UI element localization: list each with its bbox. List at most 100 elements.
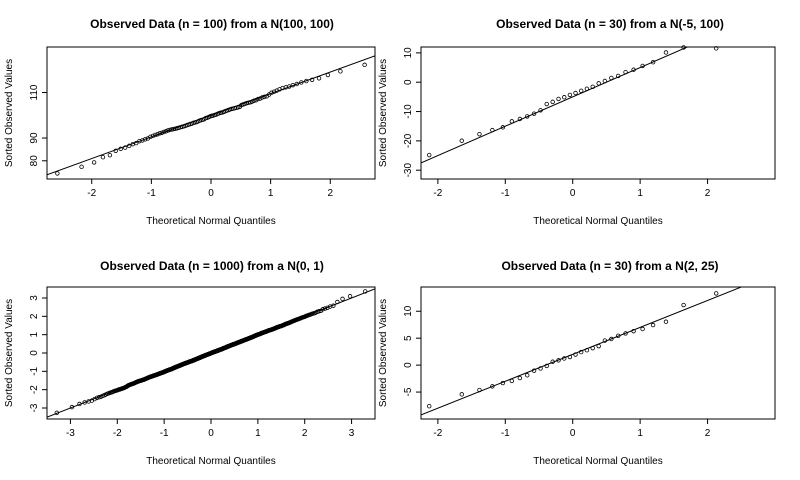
qq-point xyxy=(157,131,162,136)
qq-point xyxy=(609,75,614,81)
qq-point xyxy=(262,94,267,100)
qq-point xyxy=(500,380,506,386)
qq-point xyxy=(544,363,549,369)
x-tick-label: 0 xyxy=(208,428,214,439)
x-tick-label: 2 xyxy=(302,428,308,439)
qq-point xyxy=(640,63,645,69)
qq-point xyxy=(161,129,167,135)
qq-point xyxy=(309,77,315,82)
qq-point xyxy=(143,137,148,142)
y-tick-label: 10 xyxy=(403,305,414,317)
plot-frame xyxy=(46,46,376,180)
qq-point xyxy=(320,307,326,312)
y-axis-label: Sorted Observed Values xyxy=(4,299,15,407)
x-axis-label: Theoretical Normal Quantiles xyxy=(146,456,276,467)
qq-point xyxy=(271,89,277,94)
qq-point xyxy=(150,133,156,139)
y-tick-label: 2 xyxy=(29,313,40,319)
qq-point xyxy=(260,95,265,100)
qq-point xyxy=(477,387,482,393)
qq-point xyxy=(459,138,465,143)
qq-point xyxy=(623,69,628,75)
qq-point xyxy=(615,333,621,339)
qq-point xyxy=(573,352,578,357)
plot-title: Observed Data (n = 30) from a N(-5, 100) xyxy=(496,17,724,31)
x-tick-label: -3 xyxy=(66,428,75,439)
qq-point xyxy=(538,108,543,113)
y-tick-label: -5 xyxy=(403,387,414,396)
qq-point xyxy=(294,81,300,87)
x-tick-label: 1 xyxy=(637,188,643,199)
y-tick-label: 0 xyxy=(403,362,414,368)
x-tick-label: 0 xyxy=(208,188,214,199)
qq-point xyxy=(94,395,100,400)
qq-point xyxy=(427,152,432,158)
x-axis-label: Theoretical Normal Quantiles xyxy=(146,216,276,227)
y-tick-label: 0 xyxy=(403,79,414,85)
qq-point xyxy=(477,131,482,137)
y-tick-label: 0 xyxy=(29,350,40,356)
qq-point xyxy=(556,96,561,102)
qq-point xyxy=(257,96,263,101)
qq-point xyxy=(567,92,573,98)
qq-plot-4: Observed Data (n = 30) from a N(2, 25) -2… xyxy=(378,259,776,467)
qq-point xyxy=(148,134,153,139)
y-tick-label: -20 xyxy=(403,133,414,148)
qq-point xyxy=(490,384,495,389)
y-tick-label: 110 xyxy=(29,84,40,100)
y-tick-label: 3 xyxy=(29,295,40,301)
qq-plot-1: Observed Data (n = 100) from a N(100, 10… xyxy=(4,17,376,227)
qq-point xyxy=(427,404,432,409)
qq-point xyxy=(299,80,304,85)
qq-point xyxy=(681,45,686,50)
qq-point xyxy=(596,81,601,86)
qq-point xyxy=(113,148,118,153)
qq-point xyxy=(459,392,465,397)
qq-reference-line xyxy=(421,47,689,164)
qq-point xyxy=(155,132,160,137)
x-tick-label: -1 xyxy=(160,428,169,439)
y-tick-label: 10 xyxy=(403,47,414,59)
qq-point xyxy=(165,128,171,133)
qq-point xyxy=(631,67,636,72)
qq-point xyxy=(325,72,331,78)
x-tick-label: 1 xyxy=(268,188,274,199)
qq-point xyxy=(609,336,614,342)
qq-point xyxy=(290,82,296,88)
x-tick-label: 0 xyxy=(570,188,576,199)
y-tick-label: 80 xyxy=(29,155,40,167)
qq-point xyxy=(304,78,309,84)
qq-point xyxy=(714,291,719,296)
x-tick-label: -1 xyxy=(501,188,510,199)
qq-point xyxy=(650,60,656,65)
qq-point xyxy=(562,356,567,361)
qq-point xyxy=(338,69,343,74)
x-tick-label: 0 xyxy=(570,428,576,439)
qq-point xyxy=(509,378,515,384)
qq-point xyxy=(79,164,84,170)
qq-point xyxy=(602,78,608,84)
qq-point xyxy=(556,358,561,363)
qq-point xyxy=(525,373,530,378)
qq-points xyxy=(54,289,368,416)
qq-point xyxy=(316,309,322,314)
x-tick-label: -1 xyxy=(501,428,510,439)
qq-point xyxy=(590,345,595,351)
y-tick-label: -1 xyxy=(29,366,40,375)
qq-point xyxy=(531,111,537,116)
x-tick-label: 3 xyxy=(349,428,355,439)
qq-point xyxy=(269,90,274,95)
qq-point xyxy=(663,319,669,324)
qq-point xyxy=(573,90,578,96)
qq-point xyxy=(584,348,590,353)
qq-point xyxy=(77,401,82,407)
qq-point xyxy=(335,299,340,305)
qq-point xyxy=(490,127,495,133)
qq-point xyxy=(650,322,656,328)
qq-point xyxy=(615,73,621,79)
qq-point xyxy=(531,368,537,373)
qq-point xyxy=(347,294,353,299)
y-tick-label: 90 xyxy=(29,132,40,144)
qq-point xyxy=(134,140,139,146)
